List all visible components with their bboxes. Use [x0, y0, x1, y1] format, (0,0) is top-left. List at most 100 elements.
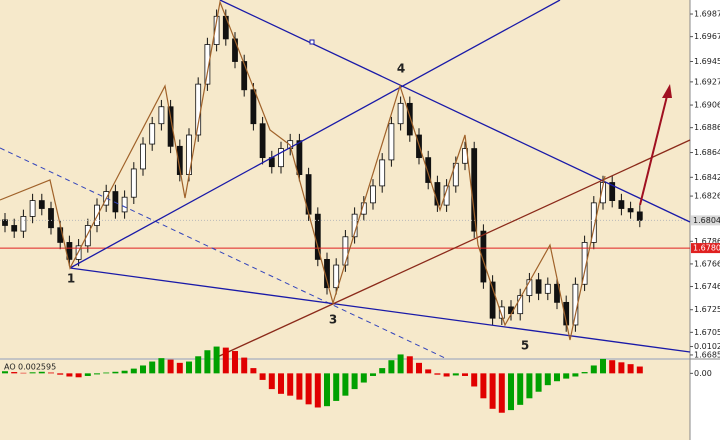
candle-body: [130, 168, 137, 198]
wave-label: 1: [67, 272, 75, 286]
ao-bar: [140, 365, 146, 374]
ao-bar: [48, 372, 54, 374]
anchor: [309, 39, 315, 45]
level-box: [691, 243, 720, 254]
ao-bar: [544, 373, 551, 386]
wave-label: 3: [329, 313, 337, 327]
candle-body: [498, 306, 505, 319]
ao-bar: [305, 373, 312, 405]
y-tick-label: 1.68645: [694, 148, 720, 157]
candle-body: [250, 89, 257, 125]
candle-body: [581, 242, 588, 285]
y-tick-label: 1.67660: [694, 259, 720, 268]
ao-bar: [370, 373, 376, 376]
candle-body: [158, 106, 165, 125]
ao-bar: [480, 373, 487, 399]
y-tick-label: 1.67460: [694, 282, 720, 291]
ao-bar: [636, 366, 643, 374]
ao-bar: [186, 361, 192, 374]
candle-body: [66, 242, 73, 260]
candle-body: [544, 283, 551, 294]
ao-bar: [517, 373, 524, 405]
candle-body: [388, 123, 395, 161]
y-tick-label: 1.67860: [694, 237, 720, 246]
ao-bar: [462, 373, 468, 376]
ao-bar: [94, 373, 100, 375]
ao-bar: [434, 373, 441, 375]
y-tick-label: 1.67255: [694, 305, 720, 314]
ao-bar: [600, 358, 606, 374]
ao-bar: [535, 373, 542, 392]
ao-bar: [489, 373, 496, 409]
price-panel: [0, 0, 690, 358]
y-tick-label: 1.69870: [694, 10, 720, 19]
candle-body: [167, 106, 174, 147]
candle-body: [618, 200, 625, 209]
candle-body: [406, 102, 413, 136]
ao-bar: [333, 373, 340, 401]
ao-bar: [121, 370, 128, 374]
ao-bar: [66, 373, 73, 377]
ao-bar: [296, 373, 303, 400]
ao-bar: [112, 371, 119, 374]
ao-bar: [379, 368, 386, 374]
candle-body: [140, 143, 146, 170]
candle-body: [563, 301, 570, 326]
forecast-arrow: [639, 91, 669, 206]
ao-bar: [11, 372, 18, 374]
ao-bar: [526, 373, 533, 399]
candle-body: [84, 225, 91, 247]
candle-body: [20, 216, 27, 232]
ao-bar: [149, 361, 156, 374]
indicator-panel: [0, 360, 690, 440]
ao-bar: [130, 368, 137, 374]
trend-line: [214, 139, 691, 359]
y-tick-label: 1.69065: [694, 101, 720, 110]
ao-bar: [2, 371, 8, 374]
ao-bar: [563, 373, 570, 379]
drawings: [0, 0, 691, 359]
ao-bar: [581, 372, 588, 374]
candle-body: [425, 157, 432, 183]
ao-bar: [351, 373, 358, 390]
y-tick-label: 1.68865: [694, 123, 720, 132]
y-tick-label: 1.69270: [694, 77, 720, 86]
ao-bar: [609, 360, 616, 374]
ao-bar: [259, 373, 266, 380]
arrow-head: [662, 84, 672, 98]
candle-body: [609, 182, 616, 201]
y-tick-label: 1.67055: [694, 328, 720, 337]
candle-body: [296, 140, 303, 175]
ao-bar: [618, 362, 625, 374]
ao-bar: [443, 373, 450, 377]
ao-bar: [416, 362, 422, 374]
ao-bar: [508, 373, 514, 411]
candle-body: [259, 123, 266, 159]
candle-body: [176, 145, 183, 175]
trend-line: [69, 267, 691, 353]
ao-bar: [627, 364, 634, 374]
ao-bar: [167, 359, 174, 374]
candle-body: [370, 185, 376, 204]
ao-bar: [397, 354, 404, 374]
candle-body: [333, 264, 340, 289]
indicator-tick-label: 0.00: [694, 369, 712, 378]
candle-body: [112, 191, 119, 213]
ao-bar: [388, 360, 395, 374]
ao-bar: [554, 373, 560, 382]
candle-body: [241, 61, 248, 91]
ao-bar: [471, 373, 478, 387]
indicator-name: AO: [4, 363, 16, 372]
ao-bar: [204, 350, 211, 374]
candle-body: [232, 38, 238, 62]
candle-body: [213, 15, 220, 45]
ao-bar: [342, 373, 349, 396]
ao-bar: [75, 373, 82, 378]
ao-bar: [222, 347, 229, 374]
candle-body: [204, 44, 211, 85]
ao-bar: [176, 362, 183, 374]
candle-body: [517, 295, 524, 315]
dashed-channel: [0, 147, 446, 359]
